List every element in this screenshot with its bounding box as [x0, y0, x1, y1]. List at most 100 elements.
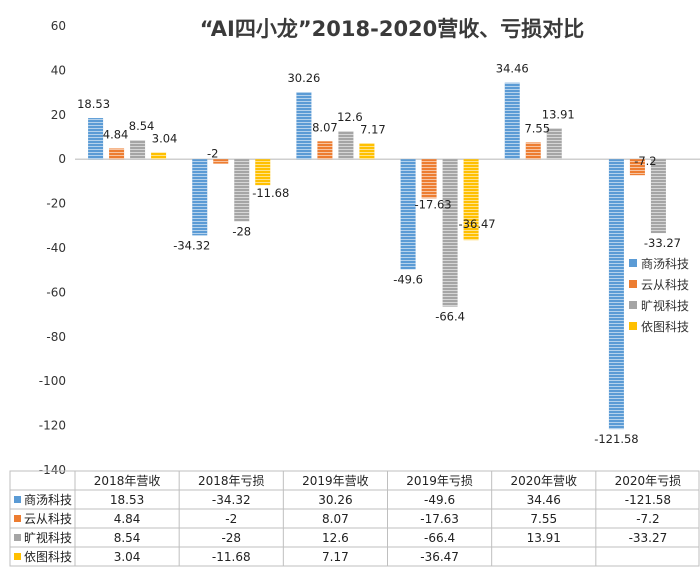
table-header-cell: 2019年营收 [302, 474, 369, 488]
y-tick-label: -120 [39, 419, 66, 433]
chart-title: “AI四小龙”2018-2020营收、亏损对比 [200, 17, 585, 41]
bar [255, 159, 271, 186]
bar-stripes [151, 152, 167, 160]
data-label: -28 [232, 224, 251, 238]
bar-stripes [442, 159, 458, 307]
y-tick-label: -100 [39, 374, 66, 388]
table-row-label: 旷视科技 [24, 530, 72, 545]
bar [317, 141, 333, 160]
bar [359, 143, 375, 160]
table-cell: -2 [225, 512, 237, 526]
table-row-swatch [14, 534, 21, 541]
legend-swatch [629, 259, 637, 267]
table-cell: -28 [221, 531, 241, 545]
table-cell: 30.26 [318, 493, 352, 507]
bar [504, 82, 520, 160]
bar-stripes [629, 159, 645, 176]
data-label: 30.26 [287, 71, 320, 85]
bar-stripes [338, 131, 354, 160]
y-tick-label: 40 [51, 63, 66, 77]
legend-label: 商汤科技 [641, 256, 689, 271]
data-label: -121.58 [594, 432, 638, 446]
data-label: 8.54 [129, 119, 155, 133]
bar-stripes [317, 141, 333, 160]
table-header-cell: 2020年营收 [510, 474, 577, 488]
bar-stripes [109, 148, 125, 160]
bar [130, 140, 146, 160]
data-table: 2018年营收 2018年亏损 2019年营收 2019年亏损 2020年营收 2020年… [9, 470, 700, 567]
bar-stripes [525, 142, 541, 160]
table-row: 依图科技 3.04 -11.68 7.17 -36.47 [14, 549, 459, 564]
bar [442, 159, 458, 307]
data-label: -11.68 [252, 186, 289, 200]
bar [400, 159, 416, 270]
legend-item: 依图科技 [629, 319, 689, 334]
table-row-label: 云从科技 [24, 512, 72, 526]
table-cell: -34.32 [212, 493, 251, 507]
bar [546, 128, 562, 160]
bar-stripes [504, 82, 520, 160]
data-label: 3.04 [152, 131, 178, 145]
bar [151, 152, 167, 160]
bar-stripes [608, 159, 624, 430]
y-axis: 60 40 20 0 -20 -40 -60 -80 -100 -120 -140 [39, 19, 700, 477]
y-tick-label: 20 [51, 108, 66, 122]
bar [109, 148, 125, 160]
data-label: -7.2 [634, 154, 656, 168]
data-label: -33.27 [644, 236, 681, 250]
data-label: -49.6 [393, 272, 423, 286]
bar-stripes [88, 118, 104, 160]
legend-item: 商汤科技 [629, 256, 689, 271]
legend-label: 旷视科技 [641, 298, 689, 313]
table-cell: 34.46 [527, 493, 561, 507]
bar [213, 159, 229, 164]
data-label: 18.53 [77, 97, 110, 111]
table-cell: -66.4 [424, 531, 455, 545]
legend-swatch [629, 280, 637, 288]
table-row-label: 依图科技 [24, 549, 72, 564]
table-cell: 13.91 [527, 531, 561, 545]
table-row-swatch [14, 496, 21, 503]
data-label: -34.32 [173, 238, 210, 252]
bar [296, 92, 312, 160]
data-label: 7.55 [524, 121, 550, 135]
table-row: 商汤科技 18.53 -34.32 30.26 -49.6 34.46 -121.58 [14, 492, 671, 507]
data-label: -36.47 [459, 217, 496, 231]
table-row-swatch [14, 515, 21, 522]
table-cell: 7.17 [322, 550, 349, 564]
bar [88, 118, 104, 160]
data-label: 7.17 [360, 122, 386, 136]
y-tick-label: -40 [46, 241, 66, 255]
y-tick-label: -60 [46, 285, 66, 299]
bar-stripes [421, 159, 437, 199]
bar [629, 159, 645, 176]
y-tick-label: -140 [39, 463, 66, 477]
table-cell: -36.47 [420, 550, 459, 564]
table-cell: 3.04 [114, 550, 141, 564]
legend-swatch [629, 322, 637, 330]
data-label: -2 [207, 147, 218, 161]
legend-label: 云从科技 [641, 278, 689, 292]
data-labels-group: 18.53 4.848.543.04 -34.32 -2 -28 -11.68 30.26 8… [77, 62, 681, 446]
table-row-label: 商汤科技 [24, 492, 72, 507]
data-label: -17.63 [415, 197, 452, 211]
bar [525, 142, 541, 160]
data-label: 8.07 [312, 120, 338, 134]
legend-swatch [629, 301, 637, 309]
bar [608, 159, 624, 430]
y-tick-label: -80 [46, 330, 66, 344]
data-label: 4.84 [103, 127, 129, 141]
table-border [9, 470, 700, 567]
table-header-cell: 2019年亏损 [406, 474, 473, 488]
bar [234, 159, 250, 222]
data-label: 12.6 [337, 110, 363, 124]
table-cell: 8.07 [322, 512, 349, 526]
bars-group [88, 82, 666, 430]
bar-stripes [192, 159, 208, 236]
table-header-cell: 2020年亏损 [615, 474, 682, 488]
legend-item: 云从科技 [629, 278, 689, 292]
table-cell: 18.53 [110, 493, 144, 507]
